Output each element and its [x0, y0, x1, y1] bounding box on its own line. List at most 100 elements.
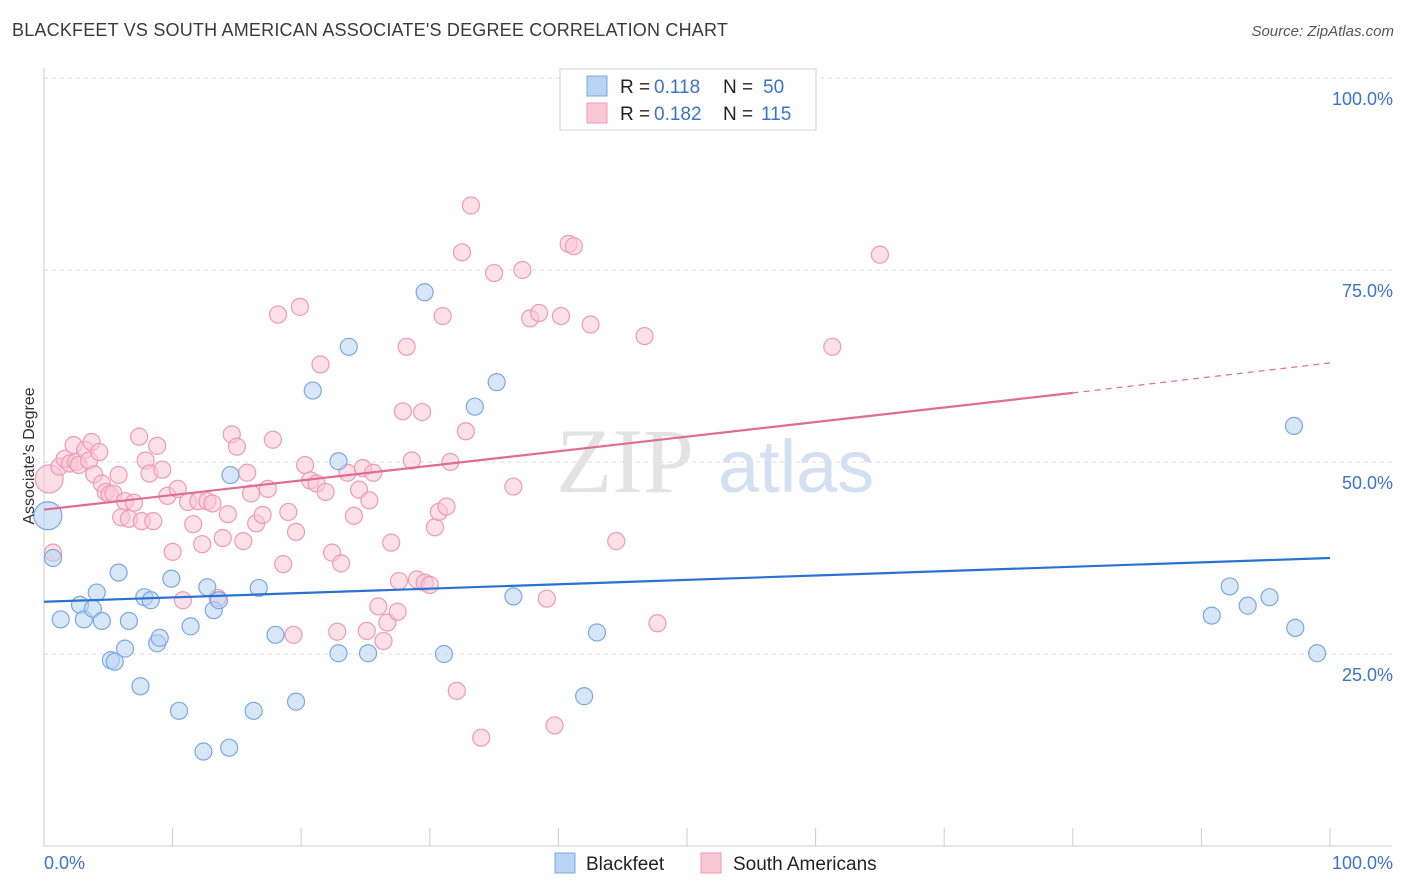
blackfeet-point	[1260, 588, 1279, 607]
blackfeet-point	[303, 381, 322, 400]
south-americans-point	[241, 484, 261, 503]
blackfeet-point	[169, 701, 189, 720]
blackfeet-point	[249, 578, 268, 598]
blackfeet-trend-line	[43, 556, 1331, 603]
blackfeet-point	[487, 373, 506, 392]
axes-layer	[43, 68, 1392, 847]
blackfeet-point	[43, 548, 63, 568]
south-americans-point	[397, 337, 416, 356]
legend-swatch-blackfeet	[586, 75, 608, 97]
south-americans-point	[393, 402, 412, 421]
blackfeet-point	[1308, 644, 1327, 663]
legend-r-label-south-americans: R =	[620, 104, 650, 125]
bottom-legend-swatch-south-americans[interactable]	[700, 852, 722, 874]
y-tick-label-25: 25.0%	[1342, 665, 1393, 685]
south-americans-point	[328, 622, 347, 641]
south-americans-point	[344, 506, 364, 525]
south-americans-point	[263, 430, 283, 449]
blackfeet-point	[115, 639, 135, 658]
grid-layer	[43, 77, 1392, 846]
south-americans-point	[253, 505, 272, 525]
south-americans-point	[234, 532, 253, 551]
south-americans-point	[274, 555, 293, 574]
south-americans-point	[109, 465, 128, 485]
blackfeet-point	[150, 628, 169, 647]
watermark: ZIP atlas	[556, 410, 874, 512]
south-americans-point	[530, 303, 549, 323]
bottom-legend-swatch-blackfeet[interactable]	[554, 852, 576, 874]
south-americans-point	[360, 491, 379, 510]
south-americans-point	[173, 591, 192, 610]
blackfeet-point	[415, 283, 434, 302]
south-americans-point	[388, 602, 407, 621]
south-americans-point	[581, 315, 600, 334]
x-tick-label-min: 0.0%	[44, 853, 85, 873]
chart-title: BLACKFEET VS SOUTH AMERICAN ASSOCIATE'S …	[12, 20, 729, 40]
blackfeet-point	[434, 644, 454, 664]
south-americans-trend-extension	[1072, 362, 1331, 394]
south-americans-point	[564, 237, 583, 256]
y-tick-label-100: 100.0%	[1332, 89, 1393, 109]
watermark-zip: ZIP	[556, 410, 694, 512]
x-tick-label-max: 100.0%	[1332, 853, 1393, 873]
south-americans-point	[184, 515, 203, 534]
south-americans-point	[607, 532, 626, 551]
south-americans-point	[144, 512, 163, 531]
south-americans-point	[311, 355, 330, 374]
south-americans-point	[286, 522, 306, 541]
south-americans-point	[870, 245, 890, 264]
bottom-legend-label-south-americans[interactable]: South Americans	[733, 854, 877, 875]
blackfeet-point	[181, 617, 200, 636]
legend-n-value-south-americans: 115	[761, 104, 791, 125]
south-americans-point	[635, 326, 654, 346]
south-americans-point	[452, 243, 472, 262]
blackfeet-point	[266, 625, 285, 644]
south-americans-point	[461, 196, 481, 215]
bottom-legend-label-blackfeet[interactable]: Blackfeet	[586, 854, 665, 875]
blackfeet-point	[162, 569, 181, 588]
south-americans-point	[290, 297, 310, 316]
south-americans-point	[456, 422, 475, 441]
south-americans-point	[545, 716, 564, 735]
blackfeet-point	[1202, 606, 1221, 625]
south-americans-point	[382, 533, 401, 552]
south-americans-point	[331, 554, 351, 573]
blackfeet-point	[1238, 596, 1257, 615]
south-americans-point	[218, 505, 237, 524]
blackfeet-point	[1220, 577, 1239, 596]
south-americans-point	[279, 502, 298, 522]
blackfeet-point	[209, 591, 228, 610]
blackfeet-point	[131, 677, 150, 696]
watermark-atlas: atlas	[718, 425, 874, 508]
blackfeet-point	[286, 692, 306, 711]
blackfeet-point	[329, 644, 348, 663]
blackfeet-point	[1286, 618, 1305, 637]
south-americans-point	[227, 437, 246, 456]
legend-n-label-blackfeet: N =	[723, 77, 753, 98]
legend-r-value-blackfeet: 0.118	[654, 77, 700, 98]
blackfeet-point	[329, 452, 348, 471]
south-americans-point	[823, 337, 842, 356]
blackfeet-point	[87, 583, 106, 602]
south-americans-point	[537, 589, 556, 608]
south-americans-trend-line	[43, 391, 1073, 511]
blackfeet-point	[221, 465, 240, 485]
blackfeet-point	[575, 687, 594, 706]
south-americans-point	[148, 436, 167, 455]
south-americans-point	[213, 528, 232, 548]
south-americans-point	[369, 597, 388, 616]
blackfeet-point	[1284, 416, 1304, 436]
south-americans-point	[420, 575, 439, 594]
south-americans-point	[90, 442, 109, 462]
series-legend: Blackfeet South Americans	[554, 852, 877, 875]
blackfeet-point	[504, 587, 523, 606]
legend-swatch-south-americans	[586, 102, 608, 124]
trend-lines	[43, 362, 1331, 603]
south-americans-point	[504, 477, 523, 496]
legend-n-value-blackfeet: 50	[763, 77, 784, 98]
blackfeet-point	[220, 738, 239, 757]
south-americans-point	[485, 263, 504, 283]
blackfeet-point	[244, 701, 263, 720]
south-americans-point	[193, 535, 212, 554]
